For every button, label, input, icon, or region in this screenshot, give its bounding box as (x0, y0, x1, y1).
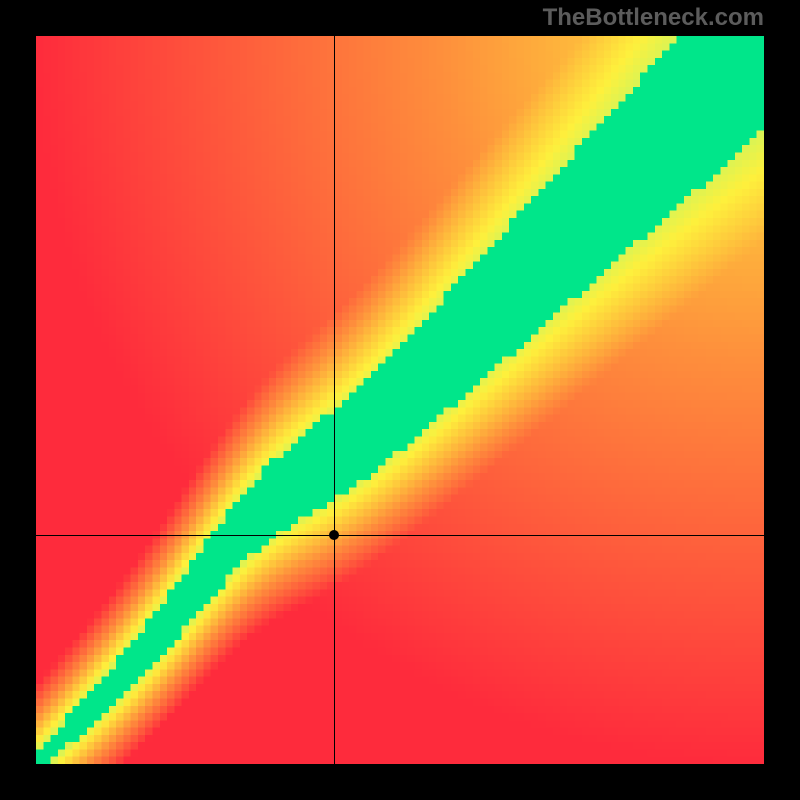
bottleneck-heatmap (36, 36, 764, 764)
crosshair-horizontal (36, 535, 764, 536)
plot-area (36, 36, 764, 764)
chart-container: TheBottleneck.com (0, 0, 800, 800)
crosshair-vertical (334, 36, 335, 764)
watermark-text: TheBottleneck.com (543, 4, 764, 32)
marker-dot (329, 530, 339, 540)
